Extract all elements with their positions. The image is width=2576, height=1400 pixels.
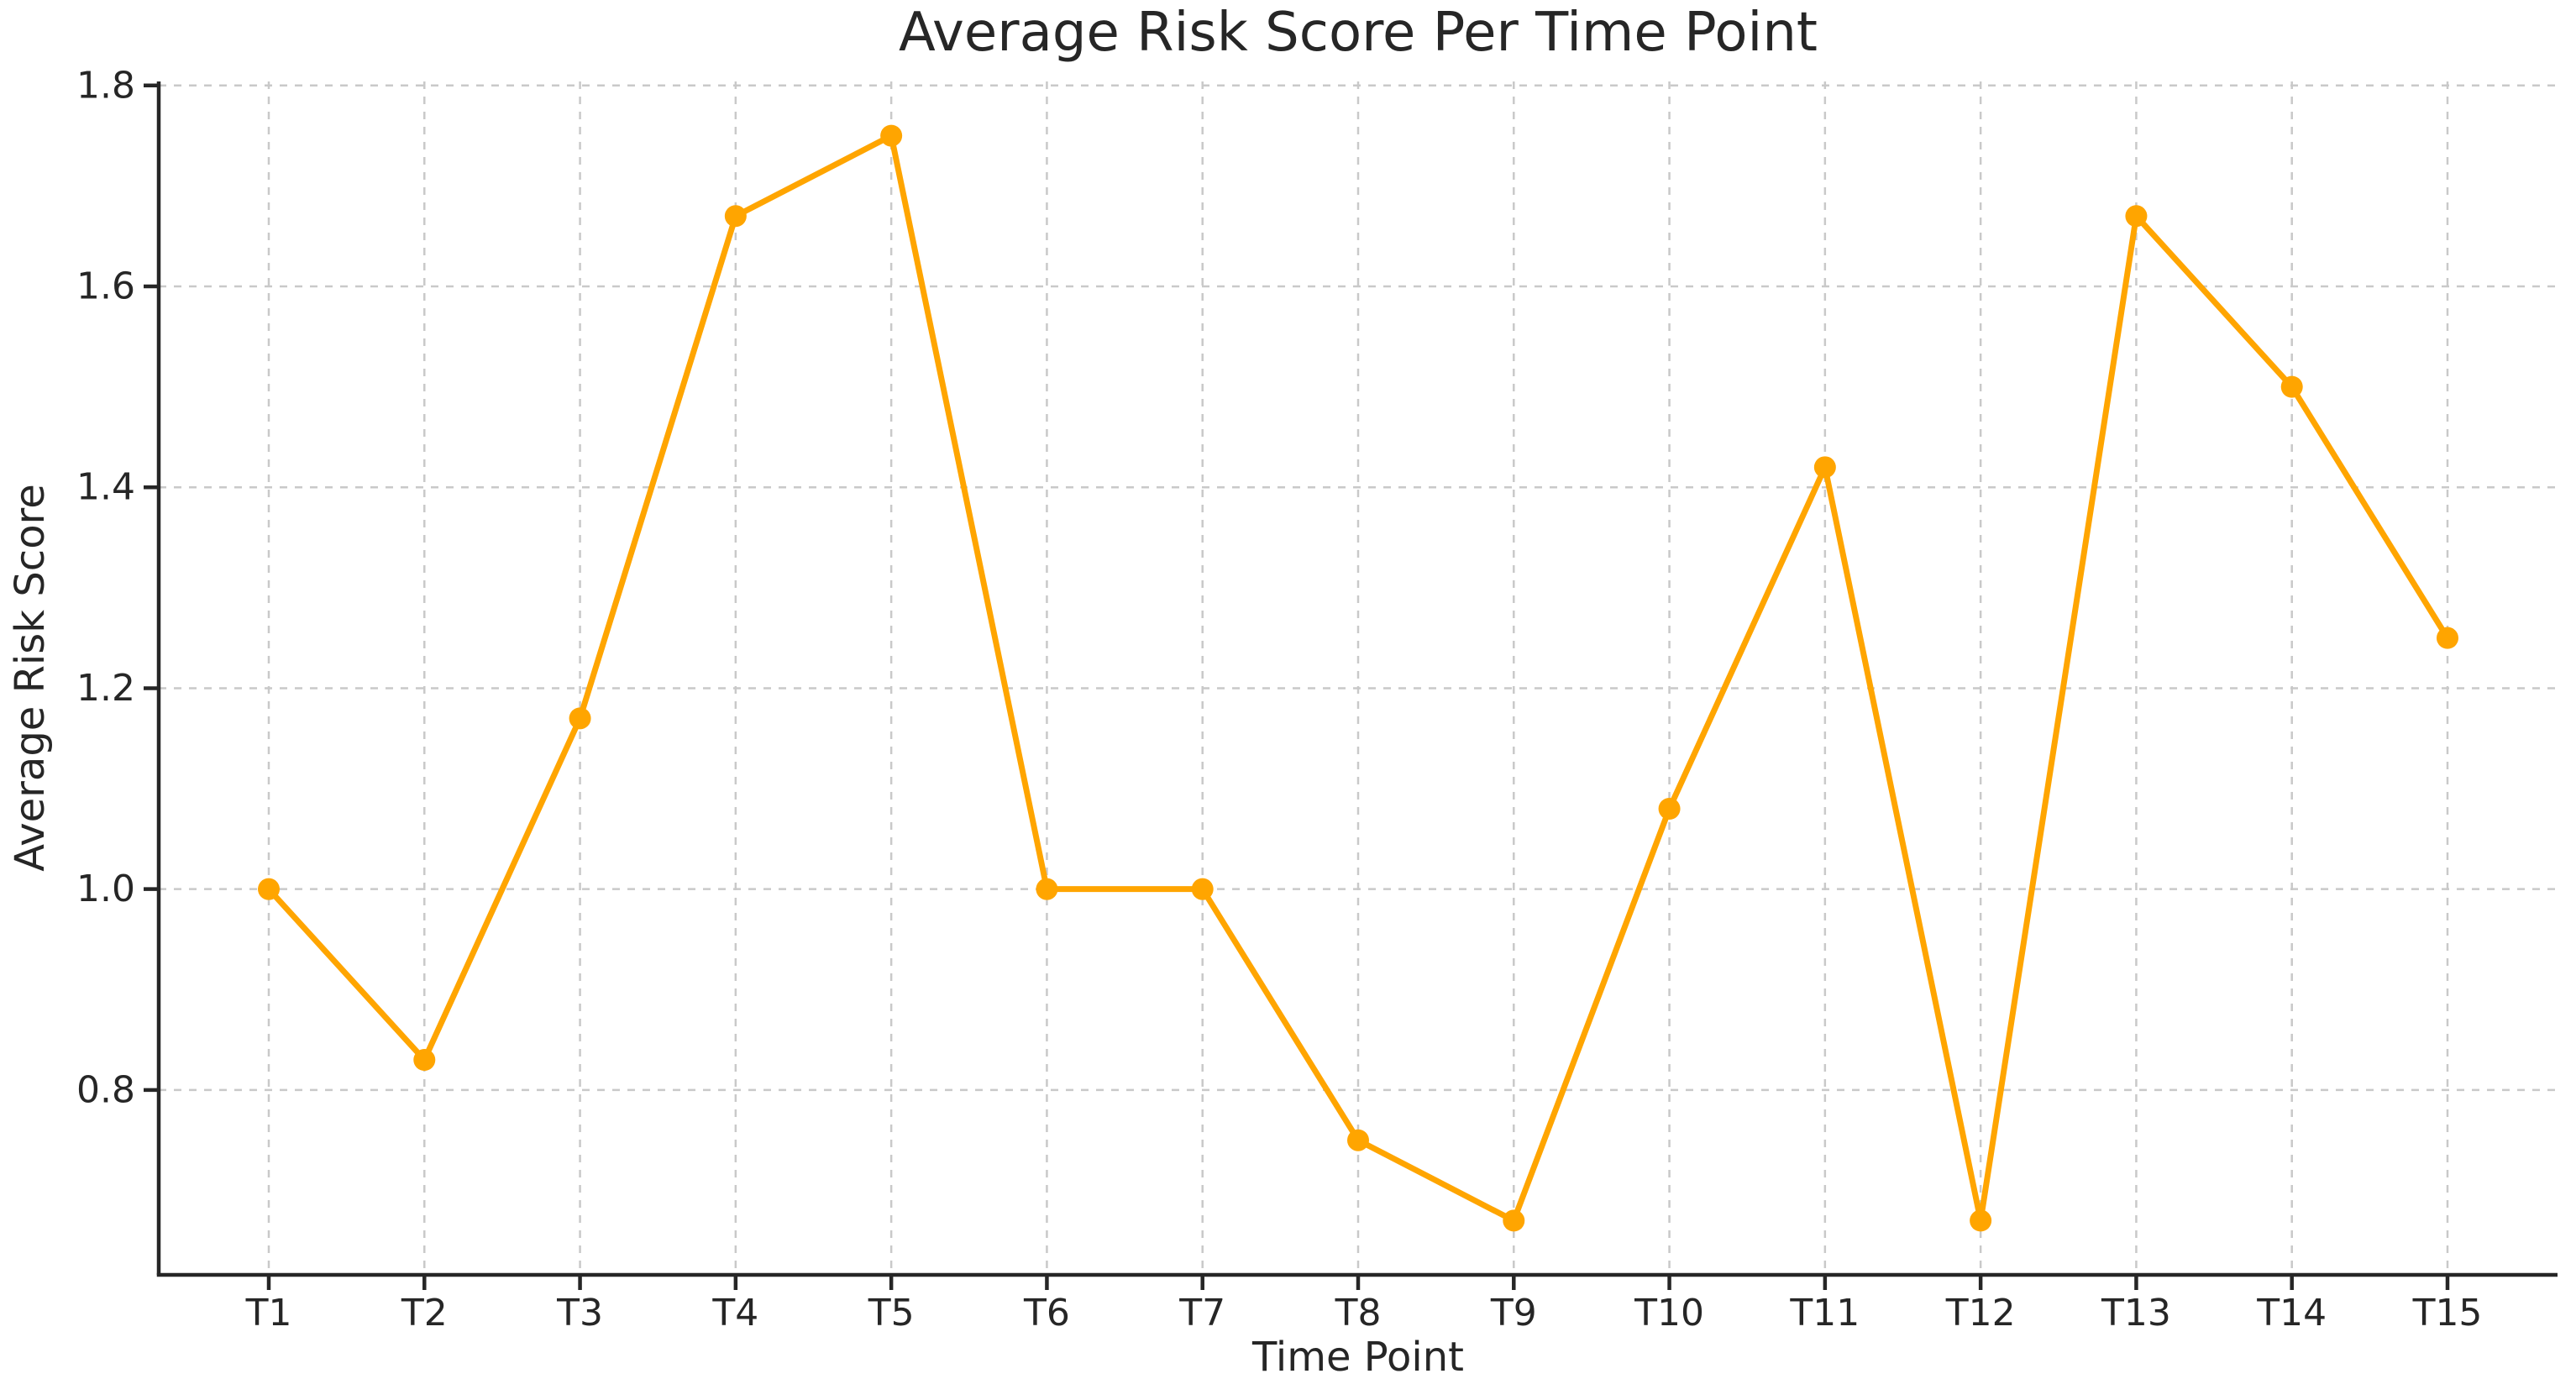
x-axis-label: Time Point xyxy=(1252,1334,1464,1381)
x-tick-label: T1 xyxy=(245,1292,292,1334)
data-point-T2 xyxy=(413,1049,436,1072)
data-markers xyxy=(258,124,2458,1232)
data-point-T3 xyxy=(569,707,591,730)
data-point-T1 xyxy=(258,878,280,900)
data-point-T12 xyxy=(1970,1209,1992,1232)
data-point-T11 xyxy=(1813,456,1836,479)
data-point-T8 xyxy=(1347,1129,1369,1151)
x-tick-label: T7 xyxy=(1178,1292,1225,1334)
y-tick-label: 1.4 xyxy=(76,466,135,509)
data-point-T6 xyxy=(1036,878,1058,900)
y-tick-label: 0.8 xyxy=(76,1068,135,1111)
chart-title: Average Risk Score Per Time Point xyxy=(899,2,1818,64)
x-tick-label: T15 xyxy=(2412,1292,2483,1334)
x-tick-label: T12 xyxy=(1945,1292,2016,1334)
axis-tick-labels: 0.8 1.0 1.2 1.4 1.6 1.8 T1 T2 T3 T4 T5 T6 T7 T8 T9 T10 T… xyxy=(76,64,2482,1334)
x-tick-label: T13 xyxy=(2101,1292,2171,1334)
y-tick-label: 1.0 xyxy=(76,868,135,910)
x-tick-label: T5 xyxy=(868,1292,915,1334)
data-point-T7 xyxy=(1191,878,1214,900)
data-point-T5 xyxy=(880,124,903,147)
data-point-T9 xyxy=(1503,1209,1525,1232)
data-point-T10 xyxy=(1658,797,1681,820)
x-tick-label: T9 xyxy=(1490,1292,1537,1334)
x-tick-label: T6 xyxy=(1023,1292,1070,1334)
data-point-T4 xyxy=(724,205,747,228)
y-tick-label: 1.2 xyxy=(76,667,135,710)
x-tick-label: T10 xyxy=(1634,1292,1704,1334)
data-point-T15 xyxy=(2437,627,2458,649)
x-tick-label: T8 xyxy=(1335,1292,1382,1334)
y-tick-label: 1.8 xyxy=(76,64,135,107)
x-tick-label: T11 xyxy=(1789,1292,1860,1334)
axis-ticks xyxy=(144,83,2450,1290)
grid-lines xyxy=(159,81,2558,1275)
y-tick-label: 1.6 xyxy=(76,265,135,308)
x-tick-label: T14 xyxy=(2256,1292,2327,1334)
data-point-T13 xyxy=(2125,205,2148,228)
y-axis-label: Average Risk Score xyxy=(7,484,54,872)
x-tick-label: T3 xyxy=(556,1292,603,1334)
data-point-T14 xyxy=(2280,375,2303,398)
x-tick-label: T4 xyxy=(711,1292,758,1334)
x-tick-label: T2 xyxy=(401,1292,448,1334)
